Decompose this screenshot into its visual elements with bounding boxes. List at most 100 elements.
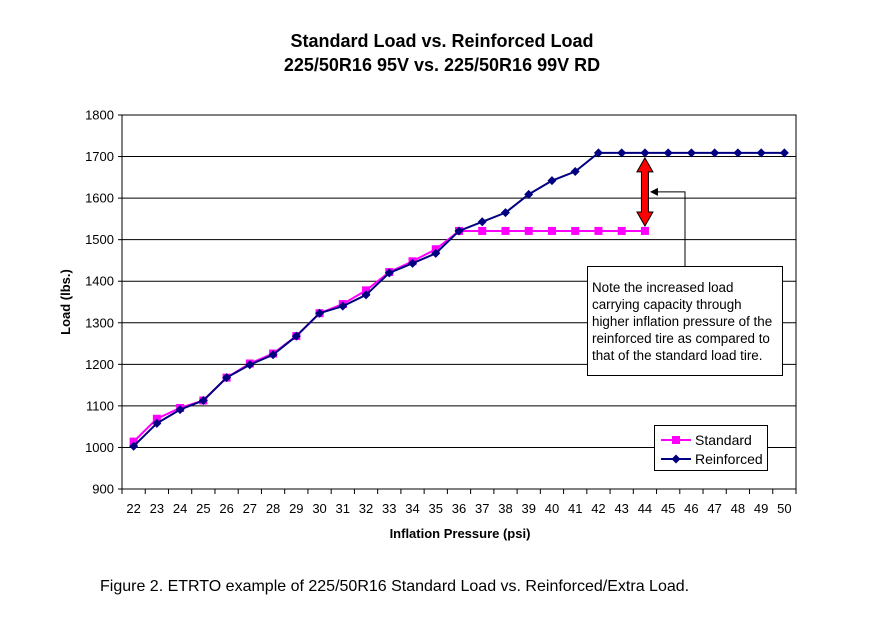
x-axis-label: Inflation Pressure (psi)	[390, 526, 531, 541]
point-reinforced-40	[547, 176, 557, 186]
figure-caption: Figure 2. ETRTO example of 225/50R16 Sta…	[100, 578, 690, 595]
x-tick-label-33: 33	[382, 501, 396, 516]
legend-swatch-reinforced	[661, 454, 691, 464]
point-reinforced-31	[338, 301, 348, 311]
x-tick-label-28: 28	[266, 501, 280, 516]
legend: Standard Reinforced	[654, 425, 768, 471]
x-tick-label-47: 47	[707, 501, 721, 516]
tick-labels: 900 1000 1100 1200 1300 1400 1500 1600 1700 1800 2…	[85, 108, 792, 517]
point-reinforced-38	[500, 208, 510, 218]
point-standard-38	[501, 226, 510, 235]
point-reinforced-33	[384, 268, 394, 278]
y-axis-label: Load (lbs.)	[58, 269, 73, 335]
point-reinforced-30	[315, 308, 325, 318]
point-reinforced-22	[129, 441, 139, 451]
x-tick-label-44: 44	[638, 501, 652, 516]
point-standard-44	[640, 226, 649, 235]
point-reinforced-44	[640, 148, 650, 158]
y-tick-label-1400: 1400	[85, 274, 114, 289]
point-standard-22	[129, 437, 138, 446]
y-tick-label-1300: 1300	[85, 315, 114, 330]
x-tick-label-49: 49	[754, 501, 768, 516]
x-tick-label-31: 31	[336, 501, 350, 516]
y-tick-label-1200: 1200	[85, 357, 114, 372]
point-reinforced-45	[663, 148, 673, 158]
point-standard-39	[524, 226, 533, 235]
note-connector	[656, 191, 686, 266]
y-tick-label-1700: 1700	[85, 149, 114, 164]
y-tick-label-900: 900	[92, 482, 114, 497]
x-tick-label-36: 36	[452, 501, 466, 516]
point-reinforced-36	[454, 226, 464, 236]
x-tick-label-39: 39	[521, 501, 535, 516]
point-standard-23	[152, 414, 161, 423]
x-tick-label-35: 35	[429, 501, 443, 516]
x-tick-label-34: 34	[405, 501, 419, 516]
axes	[118, 114, 797, 494]
point-reinforced-32	[361, 290, 371, 300]
x-tick-label-40: 40	[545, 501, 559, 516]
legend-label-reinforced: Reinforced	[695, 451, 763, 467]
x-tick-label-50: 50	[777, 501, 791, 516]
point-reinforced-29	[291, 331, 301, 341]
point-reinforced-42	[593, 148, 603, 158]
legend-label-standard: Standard	[695, 432, 752, 448]
point-reinforced-50	[779, 148, 789, 158]
point-reinforced-23	[152, 418, 162, 428]
x-tick-label-42: 42	[591, 501, 605, 516]
point-reinforced-43	[617, 148, 627, 158]
legend-item-standard: Standard	[655, 431, 767, 449]
point-reinforced-27	[245, 360, 255, 370]
legend-item-reinforced: Reinforced	[655, 450, 767, 468]
point-standard-37	[478, 226, 487, 235]
x-tick-label-38: 38	[498, 501, 512, 516]
point-reinforced-26	[222, 373, 232, 383]
point-reinforced-48	[733, 148, 743, 158]
point-standard-41	[571, 226, 580, 235]
x-tick-label-30: 30	[312, 501, 326, 516]
x-tick-label-23: 23	[150, 501, 164, 516]
point-reinforced-25	[198, 395, 208, 405]
x-tick-label-37: 37	[475, 501, 489, 516]
point-reinforced-47	[710, 148, 720, 158]
point-reinforced-41	[570, 167, 580, 177]
x-tick-label-48: 48	[731, 501, 745, 516]
y-tick-label-1800: 1800	[85, 108, 114, 123]
x-tick-label-29: 29	[289, 501, 303, 516]
x-tick-label-32: 32	[359, 501, 373, 516]
point-reinforced-24	[175, 405, 185, 415]
note-connector-arrowhead	[649, 187, 658, 196]
chart-subtitle: 225/50R16 95V vs. 225/50R16 99V RD	[283, 55, 601, 75]
annotation-note: Note the increased load carrying capacit…	[587, 266, 783, 376]
y-tick-label-1000: 1000	[85, 440, 114, 455]
point-reinforced-39	[524, 189, 534, 199]
x-tick-label-41: 41	[568, 501, 582, 516]
x-tick-label-26: 26	[219, 501, 233, 516]
legend-swatch-standard	[661, 436, 691, 444]
point-reinforced-34	[408, 258, 418, 268]
plot-area-border	[121, 114, 797, 490]
point-standard-43	[617, 226, 626, 235]
point-standard-32	[362, 286, 371, 295]
point-reinforced-35	[431, 248, 441, 258]
annotation-group	[636, 156, 686, 266]
point-reinforced-49	[756, 148, 766, 158]
x-tick-label-43: 43	[614, 501, 628, 516]
series-group	[129, 148, 789, 451]
y-tick-label-1600: 1600	[85, 191, 114, 206]
y-tick-label-1500: 1500	[85, 232, 114, 247]
increase-arrow	[636, 156, 654, 227]
x-tick-label-45: 45	[661, 501, 675, 516]
x-tick-label-25: 25	[196, 501, 210, 516]
x-tick-label-24: 24	[173, 501, 187, 516]
x-tick-label-46: 46	[684, 501, 698, 516]
series-line-standard	[132, 229, 645, 443]
point-standard-42	[594, 226, 603, 235]
x-tick-label-22: 22	[126, 501, 140, 516]
point-reinforced-37	[477, 217, 487, 227]
point-reinforced-46	[686, 148, 696, 158]
point-standard-40	[547, 226, 556, 235]
y-tick-label-1100: 1100	[86, 398, 114, 413]
chart-title: Standard Load vs. Reinforced Load	[290, 31, 594, 51]
